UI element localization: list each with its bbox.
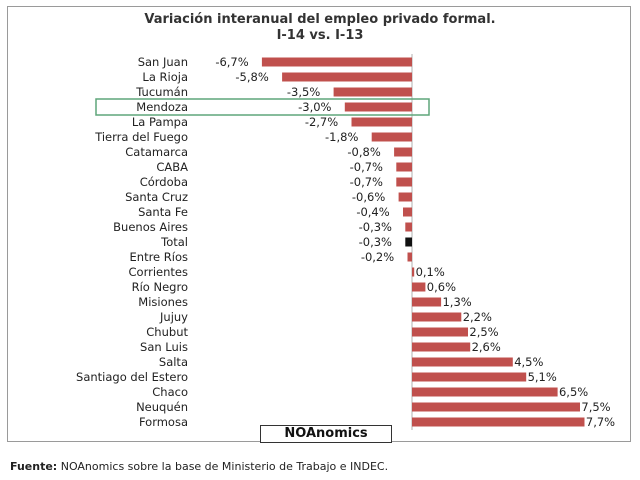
value-label-cordoba: -0,7%	[350, 175, 383, 189]
category-label-santa-cruz: Santa Cruz	[125, 190, 188, 204]
category-label-neuquen: Neuquén	[136, 400, 188, 414]
value-label-tucuman: -3,5%	[287, 85, 320, 99]
brand-label: NOAnomics	[260, 425, 392, 443]
value-label-san-juan: -6,7%	[215, 55, 248, 69]
bar-mendoza	[345, 103, 412, 112]
value-label-total: -0,3%	[359, 235, 392, 249]
category-label-jujuy: Jujuy	[159, 310, 188, 324]
bar-catamarca	[394, 148, 412, 157]
source-text: NOAnomics sobre la base de Ministerio de…	[61, 460, 388, 473]
value-label-jujuy: 2,2%	[463, 310, 492, 324]
bar-misiones	[412, 298, 441, 307]
value-label-la-rioja: -5,8%	[235, 70, 268, 84]
bar-entre-rios	[408, 253, 413, 262]
value-label-san-luis: 2,6%	[472, 340, 501, 354]
value-label-neuquen: 7,5%	[581, 400, 610, 414]
category-label-formosa: Formosa	[139, 415, 188, 429]
bar-salta	[412, 358, 513, 367]
category-label-misiones: Misiones	[138, 295, 188, 309]
value-label-catamarca: -0,8%	[347, 145, 380, 159]
category-label-santiago-del-estero: Santiago del Estero	[76, 370, 188, 384]
category-label-chaco: Chaco	[152, 385, 188, 399]
category-label-san-luis: San Luis	[140, 340, 188, 354]
value-label-formosa: 7,7%	[586, 415, 615, 429]
value-label-la-pampa: -2,7%	[305, 115, 338, 129]
bar-tucuman	[334, 88, 412, 97]
category-label-santa-fe: Santa Fe	[138, 205, 188, 219]
value-label-entre-rios: -0,2%	[361, 250, 394, 264]
value-label-misiones: 1,3%	[442, 295, 471, 309]
value-label-rio-negro: 0,6%	[427, 280, 456, 294]
category-label-san-juan: San Juan	[138, 55, 188, 69]
bar-chaco	[412, 388, 558, 397]
bar-corrientes	[412, 268, 414, 277]
category-label-buenos-aires: Buenos Aires	[113, 220, 188, 234]
category-label-mendoza: Mendoza	[136, 100, 188, 114]
bar-chubut	[412, 328, 468, 337]
category-label-caba: CABA	[156, 160, 188, 174]
value-label-buenos-aires: -0,3%	[359, 220, 392, 234]
bar-santa-cruz	[399, 193, 412, 202]
category-label-salta: Salta	[159, 355, 188, 369]
bar-tierra-del-fuego	[372, 133, 412, 142]
value-label-chaco: 6,5%	[559, 385, 588, 399]
bar-total	[405, 238, 412, 247]
value-label-tierra-del-fuego: -1,8%	[325, 130, 358, 144]
source-label: Fuente:	[10, 460, 57, 473]
category-label-chubut: Chubut	[146, 325, 188, 339]
bar-rio-negro	[412, 283, 425, 292]
value-label-salta: 4,5%	[514, 355, 543, 369]
bar-formosa	[412, 418, 585, 427]
bar-buenos-aires	[405, 223, 412, 232]
category-label-la-pampa: La Pampa	[132, 115, 188, 129]
category-label-entre-rios: Entre Ríos	[130, 250, 188, 264]
bar-cordoba	[396, 178, 412, 187]
category-label-la-rioja: La Rioja	[142, 70, 188, 84]
value-label-corrientes: 0,1%	[416, 265, 445, 279]
bar-neuquen	[412, 403, 580, 412]
bar-la-rioja	[282, 73, 412, 82]
category-label-tucuman: Tucumán	[135, 85, 188, 99]
bar-santa-fe	[403, 208, 412, 217]
bar-santiago-del-estero	[412, 373, 526, 382]
bar-jujuy	[412, 313, 461, 322]
category-label-tierra-del-fuego: Tierra del Fuego	[94, 130, 188, 144]
category-label-total: Total	[160, 235, 188, 249]
category-label-cordoba: Córdoba	[140, 175, 188, 189]
category-label-catamarca: Catamarca	[125, 145, 188, 159]
bar-caba	[396, 163, 412, 172]
value-label-santa-cruz: -0,6%	[352, 190, 385, 204]
bar-san-luis	[412, 343, 470, 352]
bar-san-juan	[262, 58, 412, 67]
value-label-caba: -0,7%	[350, 160, 383, 174]
category-label-corrientes: Corrientes	[129, 265, 188, 279]
bar-la-pampa	[352, 118, 413, 127]
category-label-rio-negro: Río Negro	[132, 280, 188, 294]
value-label-santiago-del-estero: 5,1%	[528, 370, 557, 384]
value-label-santa-fe: -0,4%	[356, 205, 389, 219]
value-label-mendoza: -3,0%	[298, 100, 331, 114]
source-note: Fuente: NOAnomics sobre la base de Minis…	[10, 460, 388, 473]
value-label-chubut: 2,5%	[469, 325, 498, 339]
